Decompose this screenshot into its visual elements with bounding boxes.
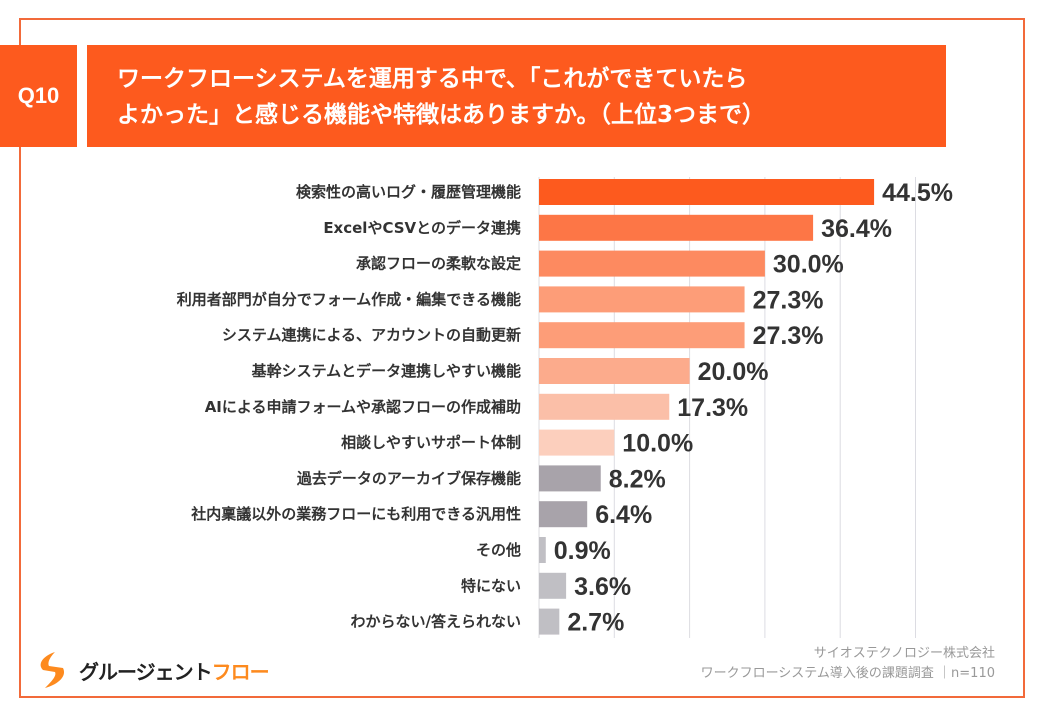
category-label: その他 xyxy=(476,541,521,559)
value-label: 0.9% xyxy=(554,537,611,565)
value-label: 30.0% xyxy=(773,251,844,279)
bar xyxy=(539,286,745,313)
value-label: 36.4% xyxy=(821,215,892,243)
category-label: 相談しやすいサポート体制 xyxy=(341,434,521,452)
bar xyxy=(539,179,875,205)
logo: グルージェントフロー xyxy=(35,650,270,690)
bar xyxy=(539,572,567,599)
bar xyxy=(539,322,745,349)
category-label: 検索性の高いログ・履歴管理機能 xyxy=(296,183,521,201)
bar xyxy=(539,465,601,492)
bar xyxy=(539,608,560,635)
value-label: 10.0% xyxy=(622,430,693,458)
value-label: 27.3% xyxy=(753,322,824,350)
bar xyxy=(539,501,588,528)
bar xyxy=(539,537,546,563)
category-label: わからない/答えられない xyxy=(351,613,521,631)
logo-text: グルージェントフロー xyxy=(79,656,270,685)
bar xyxy=(539,250,765,277)
category-label: ExcelやCSVとのデータ連携 xyxy=(323,219,521,237)
value-label: 20.0% xyxy=(698,358,769,386)
logo-accent: フロー xyxy=(211,659,270,684)
category-label: 過去データのアーカイブ保存機能 xyxy=(296,469,521,487)
bar xyxy=(539,358,690,384)
question-title: ワークフローシステムを運用する中で、「これができていたら よかった」と感じる機能… xyxy=(87,45,946,147)
survey-info: ワークフローシステム導入後の課題調査 ｜n=110 xyxy=(700,666,995,681)
value-label: 27.3% xyxy=(753,286,824,314)
company-name: サイオステクノロジー株式会社 xyxy=(813,646,995,661)
question-number: Q10 xyxy=(0,45,77,147)
value-label: 3.6% xyxy=(574,573,631,601)
category-label: AIによる申請フォームや承認フローの作成補助 xyxy=(205,398,521,416)
category-label: 基幹システムとデータ連携しやすい機能 xyxy=(251,362,521,380)
category-label: 特にない xyxy=(461,577,521,595)
category-label: 承認フローの柔軟な設定 xyxy=(356,255,521,273)
bar xyxy=(539,393,670,420)
value-label: 17.3% xyxy=(677,394,748,422)
logo-bolt-icon xyxy=(40,652,65,688)
value-label: 2.7% xyxy=(567,609,624,637)
value-label: 6.4% xyxy=(595,501,652,529)
title-line-2: よかった」と感じる機能や特徴はありますか。（上位3つまで） xyxy=(117,102,766,128)
logo-main: グルージェント xyxy=(79,659,213,684)
bar xyxy=(539,429,615,456)
value-label: 8.2% xyxy=(609,465,666,493)
category-label: 社内稟議以外の業務フローにも利用できる汎用性 xyxy=(190,505,521,523)
value-label: 44.5% xyxy=(882,179,953,207)
title-line-1: ワークフローシステムを運用する中で、「これができていたら xyxy=(117,66,748,92)
bar xyxy=(539,214,814,241)
category-label: システム連携による、アカウントの自動更新 xyxy=(222,326,521,344)
credit: サイオステクノロジー株式会社 ワークフローシステム導入後の課題調査 ｜n=110 xyxy=(701,644,995,684)
chart-frame xyxy=(19,18,1025,698)
category-label: 利用者部門が自分でフォーム作成・編集できる機能 xyxy=(177,290,521,308)
